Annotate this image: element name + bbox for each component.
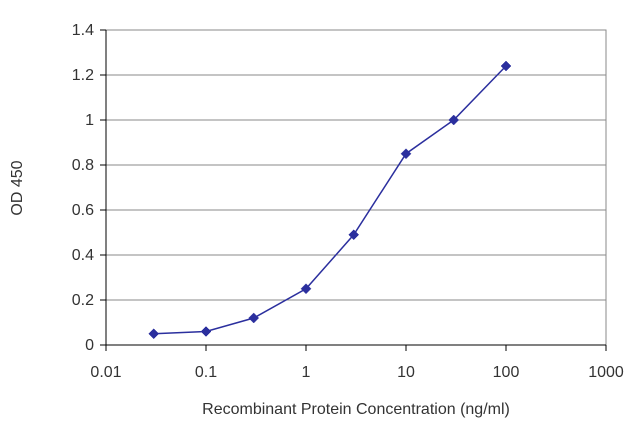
data-point-marker xyxy=(500,60,512,72)
data-point-marker xyxy=(400,148,412,160)
x-tick-label: 1000 xyxy=(588,364,624,381)
x-axis-title: Recombinant Protein Concentration (ng/ml… xyxy=(202,401,510,418)
y-tick-label: 0.6 xyxy=(72,202,94,219)
x-tick-label: 100 xyxy=(493,364,520,381)
series-layer xyxy=(148,60,512,340)
data-point-marker xyxy=(148,328,160,340)
y-tick-label: 1.4 xyxy=(72,22,94,39)
axes xyxy=(100,29,607,351)
y-tick-label: 0.8 xyxy=(72,157,94,174)
y-tick-label: 0.4 xyxy=(72,247,94,264)
x-tick-label: 10 xyxy=(397,364,415,381)
data-point-marker xyxy=(248,312,260,324)
data-point-marker xyxy=(348,229,360,241)
x-tick-label: 0.1 xyxy=(195,364,217,381)
series-line xyxy=(153,65,507,335)
x-tick-label: 0.01 xyxy=(90,364,121,381)
y-axis-title: OD 450 xyxy=(9,160,26,215)
y-tick-label: 1 xyxy=(85,112,94,129)
gridlines xyxy=(106,29,606,301)
y-tick-label: 1.2 xyxy=(72,67,94,84)
plot-area xyxy=(105,29,607,346)
y-tick-labels: 0 0.2 0.4 0.6 0.8 1 1.2 1.4 xyxy=(72,22,94,354)
x-tick-labels: 0.01 0.1 1 10 100 1000 xyxy=(90,364,623,381)
data-point-marker xyxy=(300,283,312,295)
x-tick-label: 1 xyxy=(302,364,311,381)
data-point-marker xyxy=(448,114,460,126)
data-point-marker xyxy=(200,326,212,337)
y-tick-label: 0 xyxy=(85,337,94,354)
y-tick-label: 0.2 xyxy=(72,292,94,309)
